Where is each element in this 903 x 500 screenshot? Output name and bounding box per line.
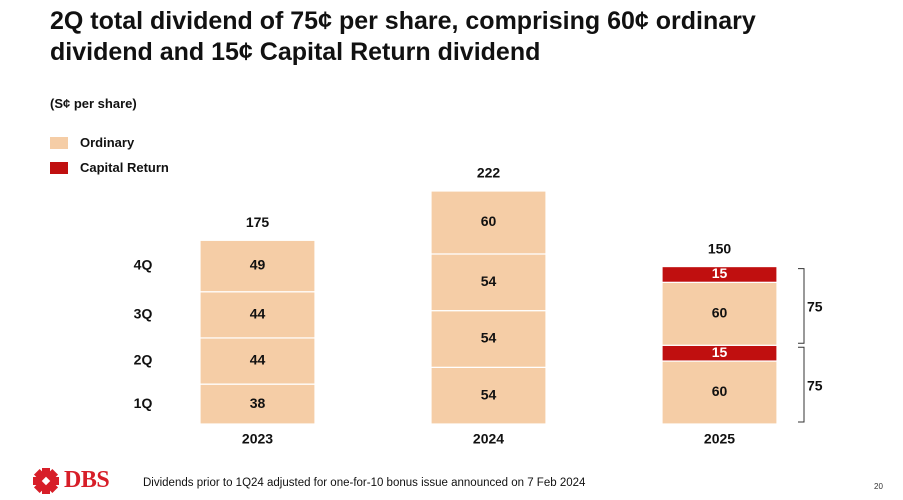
data-label-2025-2q-capital-return: 15 [712,265,728,281]
page-number: 20 [874,482,883,491]
bar-segment-2025-2q-capital-return [661,265,778,283]
unit-label: (S¢ per share) [50,96,137,111]
dbs-star-icon [33,467,59,494]
legend-label-ordinary: Ordinary [80,135,135,150]
x-tick-2024: 2024 [473,431,504,447]
data-label-2023-3q-ordinary: 44 [250,306,266,322]
data-label-2023-4q-ordinary: 49 [250,257,266,273]
bar-segment-2023-4q-ordinary [199,239,316,293]
bracket-label-2025-2q: 75 [807,299,823,315]
bar-segment-2024-4q-ordinary [430,190,547,255]
bar-segment-2023-2q-ordinary [199,337,316,385]
bracket-2025-1q [798,346,805,423]
title-line-2: dividend and 15¢ Capital Return dividend [50,38,541,66]
quarter-label-4q: 4Q [134,257,153,273]
data-label-2025-1q-capital-return: 15 [712,344,728,360]
bar-segment-2024-1q-ordinary [430,366,547,425]
data-label-2023-1q-ordinary: 38 [250,395,266,411]
quarter-label-3q: 3Q [134,306,153,322]
dbs-logo: DBS [33,467,110,494]
x-tick-2023: 2023 [242,431,273,447]
bar-segment-2024-3q-ordinary [430,253,547,312]
legend-swatch-ordinary [50,136,68,149]
data-label-2024-1q-ordinary: 54 [481,386,497,402]
data-label-2024-3q-ordinary: 54 [481,273,497,289]
legend-label-capital-return: Capital Return [80,160,169,175]
footnote: Dividends prior to 1Q24 adjusted for one… [143,477,586,489]
bar-segment-2023-1q-ordinary [199,383,316,425]
total-label-2025: 150 [708,240,732,256]
quarter-label-2q: 2Q [134,352,153,368]
legend-swatch-capital-return [50,161,68,174]
bar-segment-2025-1q-ordinary [661,360,778,425]
data-label-2025-1q-ordinary: 60 [712,383,728,399]
data-label-2023-2q-ordinary: 44 [250,352,266,368]
total-label-2023: 175 [246,214,270,230]
x-tick-2025: 2025 [704,431,735,447]
bracket-2025-2q [798,268,805,344]
data-label-2025-2q-ordinary: 60 [712,305,728,321]
dbs-logo-text: DBS [64,467,110,493]
quarter-label-1q: 1Q [134,395,153,411]
bar-segment-2024-2q-ordinary [430,310,547,368]
total-label-2024: 222 [477,165,501,181]
slide-title: 2Q total dividend of 75¢ per share, comp… [50,6,880,68]
legend-item-capital-return: Capital Return [50,160,169,175]
data-label-2024-4q-ordinary: 60 [481,213,497,229]
data-label-2024-2q-ordinary: 54 [481,330,497,346]
bar-segment-2023-3q-ordinary [199,291,316,339]
legend-item-ordinary: Ordinary [50,135,134,150]
bracket-label-2025-1q: 75 [807,377,823,393]
title-line-1: 2Q total dividend of 75¢ per share, comp… [50,7,756,35]
